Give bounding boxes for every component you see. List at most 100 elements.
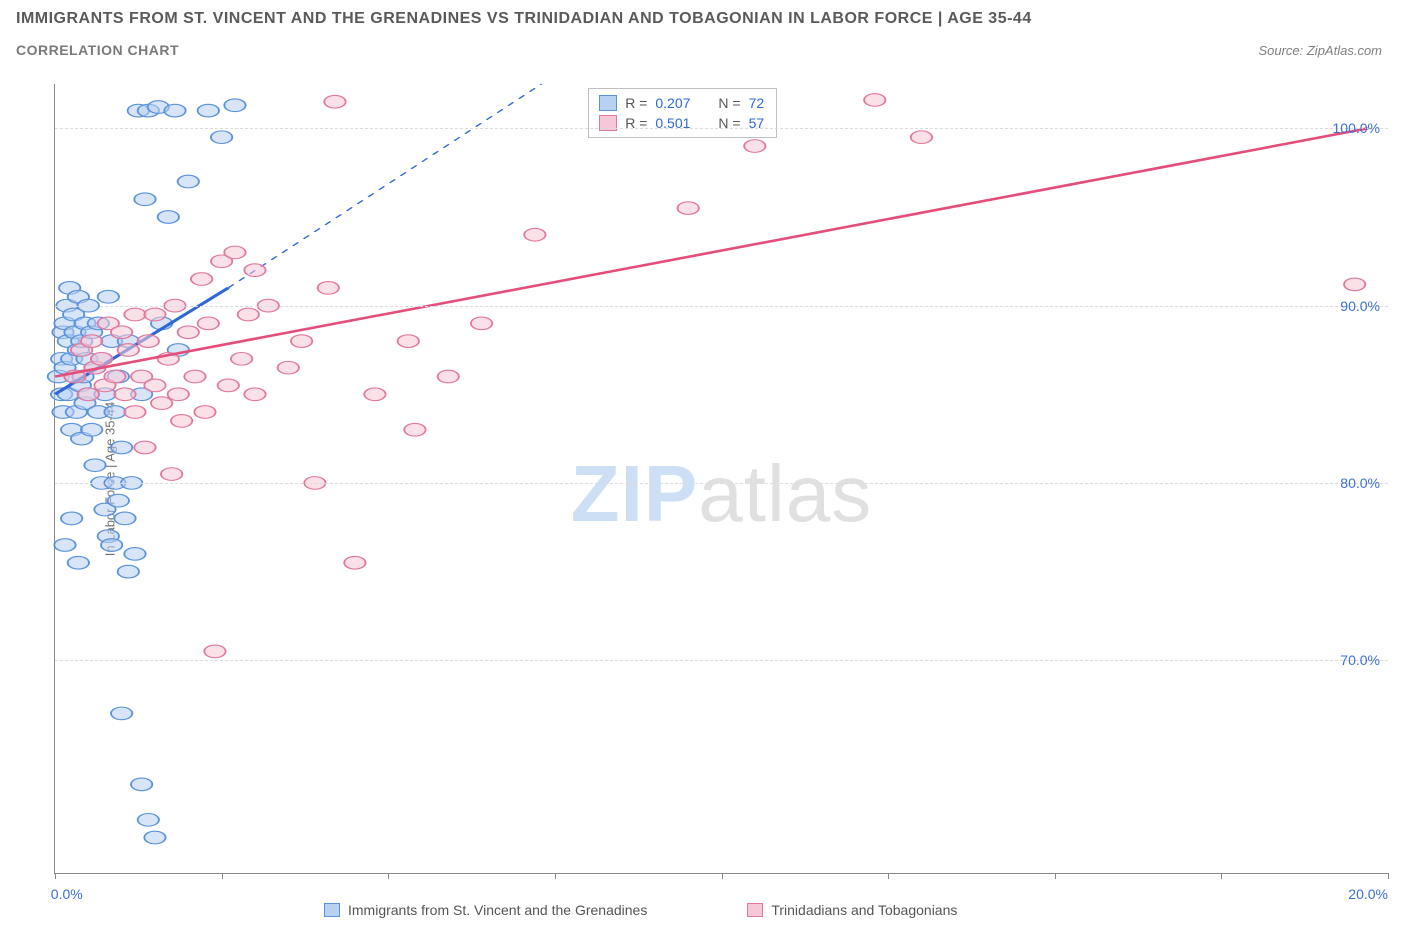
stats-legend-row: R = 0.207 N = 72 bbox=[599, 95, 764, 111]
y-tick-label: 80.0% bbox=[1340, 475, 1380, 491]
data-point bbox=[124, 548, 145, 561]
data-point bbox=[171, 415, 192, 428]
page-root: IMMIGRANTS FROM ST. VINCENT AND THE GREN… bbox=[0, 0, 1406, 930]
data-point bbox=[344, 556, 365, 569]
trend-line bbox=[55, 128, 1368, 376]
legend-swatch-1 bbox=[324, 903, 340, 917]
data-point bbox=[144, 308, 165, 321]
legend-r-label: R = bbox=[625, 95, 647, 111]
data-point bbox=[98, 290, 119, 303]
chart-container: In Labor Force | Age 35-44 ZIPatlas R =0… bbox=[16, 78, 1394, 920]
x-tick bbox=[1221, 873, 1222, 879]
data-point bbox=[278, 361, 299, 374]
x-tick-label-first: 0.0% bbox=[51, 886, 83, 902]
data-point bbox=[218, 379, 239, 392]
data-point bbox=[138, 813, 159, 826]
data-point bbox=[158, 211, 179, 224]
y-tick-label: 90.0% bbox=[1340, 298, 1380, 314]
data-point bbox=[111, 441, 132, 454]
data-point bbox=[144, 831, 165, 844]
data-point bbox=[178, 326, 199, 339]
data-point bbox=[164, 104, 185, 117]
data-point bbox=[54, 539, 75, 552]
data-point bbox=[118, 344, 139, 357]
data-point bbox=[364, 388, 385, 401]
sub-header-row: CORRELATION CHART Source: ZipAtlas.com bbox=[16, 42, 1390, 58]
data-point bbox=[211, 131, 232, 144]
data-point bbox=[111, 707, 132, 720]
header: IMMIGRANTS FROM ST. VINCENT AND THE GREN… bbox=[0, 0, 1406, 58]
footer-legend: Immigrants from St. Vincent and the Gren… bbox=[54, 902, 1388, 918]
data-point bbox=[204, 645, 225, 658]
data-point bbox=[398, 335, 419, 348]
data-point bbox=[81, 335, 102, 348]
legend-r-value: 0.207 bbox=[655, 95, 690, 111]
data-point bbox=[1344, 278, 1365, 291]
legend-item-2: Trinidadians and Tobagonians bbox=[747, 902, 957, 918]
data-point bbox=[744, 140, 765, 153]
data-point bbox=[161, 468, 182, 481]
data-point bbox=[81, 423, 102, 436]
x-tick bbox=[1055, 873, 1056, 879]
gridline bbox=[55, 483, 1388, 484]
trend-line-dashed bbox=[228, 84, 541, 288]
data-point bbox=[134, 441, 155, 454]
x-tick bbox=[722, 873, 723, 879]
data-point bbox=[291, 335, 312, 348]
plot-svg bbox=[55, 84, 1388, 873]
data-point bbox=[104, 406, 125, 419]
data-point bbox=[114, 388, 135, 401]
data-point bbox=[131, 778, 152, 791]
data-point bbox=[134, 193, 155, 206]
page-subtitle: CORRELATION CHART bbox=[16, 42, 179, 58]
data-point bbox=[118, 565, 139, 578]
data-point bbox=[911, 131, 932, 144]
data-point bbox=[68, 556, 89, 569]
data-point bbox=[238, 308, 259, 321]
legend-n-value: 72 bbox=[749, 95, 765, 111]
data-point bbox=[224, 99, 245, 112]
legend-label-2: Trinidadians and Tobagonians bbox=[771, 902, 957, 918]
y-tick-label: 70.0% bbox=[1340, 652, 1380, 668]
data-point bbox=[101, 539, 122, 552]
data-point bbox=[318, 282, 339, 295]
data-point bbox=[864, 94, 885, 107]
data-point bbox=[178, 175, 199, 188]
x-tick bbox=[55, 873, 56, 879]
x-tick bbox=[555, 873, 556, 879]
data-point bbox=[194, 406, 215, 419]
source-attribution: Source: ZipAtlas.com bbox=[1258, 43, 1390, 58]
data-point bbox=[678, 202, 699, 215]
data-point bbox=[524, 228, 545, 241]
data-point bbox=[198, 104, 219, 117]
legend-swatch bbox=[599, 95, 617, 111]
data-point bbox=[124, 308, 145, 321]
data-point bbox=[151, 397, 172, 410]
data-point bbox=[324, 95, 345, 108]
data-point bbox=[244, 388, 265, 401]
x-tick-label-last: 20.0% bbox=[1348, 886, 1388, 902]
plot-area: In Labor Force | Age 35-44 ZIPatlas R =0… bbox=[54, 84, 1388, 874]
data-point bbox=[471, 317, 492, 330]
data-point bbox=[184, 370, 205, 383]
data-point bbox=[124, 406, 145, 419]
data-point bbox=[404, 423, 425, 436]
x-tick bbox=[1388, 873, 1389, 879]
legend-swatch-2 bbox=[747, 903, 763, 917]
legend-n-label: N = bbox=[718, 95, 740, 111]
data-point bbox=[108, 494, 129, 507]
data-point bbox=[231, 353, 252, 366]
gridline bbox=[55, 660, 1388, 661]
page-title: IMMIGRANTS FROM ST. VINCENT AND THE GREN… bbox=[16, 10, 1390, 28]
data-point bbox=[198, 317, 219, 330]
data-point bbox=[438, 370, 459, 383]
data-point bbox=[138, 335, 159, 348]
data-point bbox=[84, 459, 105, 472]
data-point bbox=[91, 353, 112, 366]
x-tick bbox=[888, 873, 889, 879]
data-point bbox=[168, 388, 189, 401]
data-point bbox=[111, 326, 132, 339]
data-point bbox=[144, 379, 165, 392]
data-point bbox=[224, 246, 245, 259]
x-tick bbox=[222, 873, 223, 879]
